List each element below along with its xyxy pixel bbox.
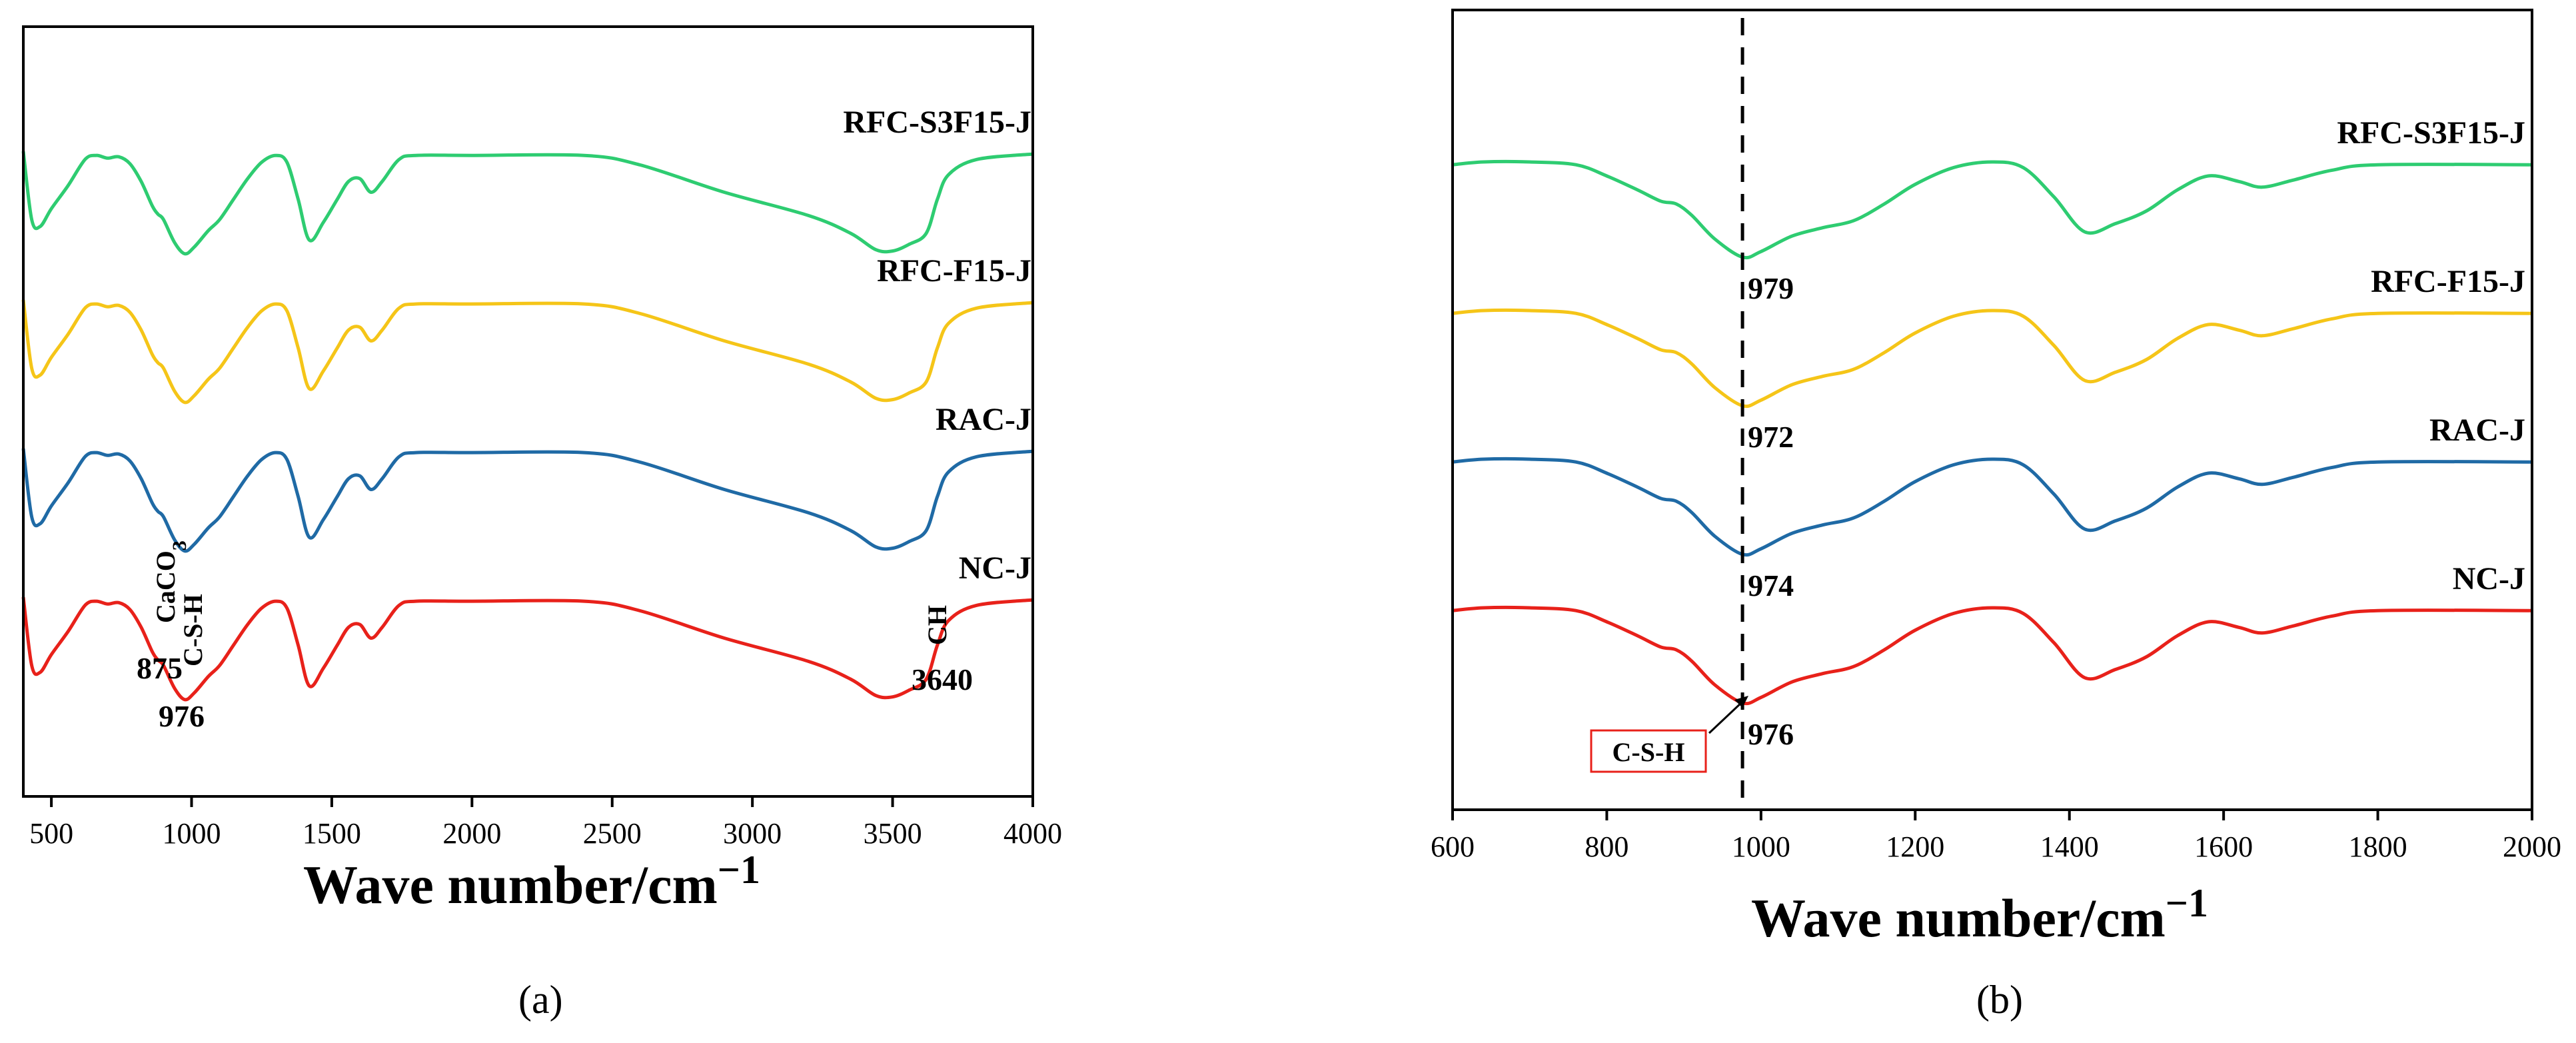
x-tick-label: 1000	[163, 817, 221, 850]
panel-a-series-group	[21, 151, 1033, 702]
x-tick-label: 2500	[583, 817, 642, 850]
x-tick-label: 3500	[864, 817, 922, 850]
panel-b-ticks: 600 800 1000 1200 1400 1600 1800 2000	[1431, 810, 2561, 863]
peak-label-rfc-f15-j: 972	[1748, 420, 1794, 454]
series-line-rfc-s3f15-j	[21, 151, 1033, 256]
series-line-nc-j	[21, 596, 1033, 702]
annotation-875: 875	[137, 651, 183, 685]
x-tick-label: 1800	[2349, 830, 2407, 863]
annotation-caco3-sub: 3	[169, 540, 191, 550]
panel-a: 500 1000 1500 2000 2500 3000 3500 4000 RFC-S3F1…	[21, 25, 1062, 1022]
panel-b-label: (b)	[1976, 978, 2023, 1022]
panel-a-x-axis-label: Wave number/cm−1	[303, 848, 760, 915]
series-label-rac-j: RAC-J	[2429, 413, 2525, 448]
panel-a-series-labels: RFC-S3F15-J RFC-F15-J RAC-J NC-J	[843, 105, 1031, 586]
annotation-caco3-main: CaCO	[151, 550, 181, 623]
series-label-rac-j: RAC-J	[936, 402, 1031, 437]
panel-b: 600 800 1000 1200 1400 1600 1800 2000 RFC-S3F15…	[1431, 9, 2561, 1022]
panel-b-x-axis-label: Wave number/cm−1	[1751, 881, 2208, 948]
series-line-rfc-f15-j	[21, 299, 1033, 405]
panel-b-peak-labels: 979 972 974 976	[1748, 271, 1794, 751]
x-tick-label: 600	[1431, 830, 1475, 863]
annotation-976-a: 976	[159, 699, 205, 733]
series-line-rfc-s3f15-j	[1452, 159, 2533, 260]
series-label-rfc-f15-j: RFC-F15-J	[877, 253, 1031, 289]
panel-b-plot-frame	[1451, 9, 2533, 811]
x-tick-label: 1500	[303, 817, 361, 850]
x-tick-label: 1000	[1732, 830, 1790, 863]
panel-b-x-axis-label-main: Wave number/cm	[1751, 888, 2166, 948]
series-label-nc-j: NC-J	[2453, 561, 2525, 596]
panel-a-label: (a)	[518, 978, 563, 1022]
series-label-rfc-f15-j: RFC-F15-J	[2371, 264, 2525, 299]
x-tick-label: 500	[29, 817, 73, 850]
csh-annotation-arrow	[1708, 700, 1744, 734]
series-line-nc-j	[1452, 605, 2533, 706]
peak-label-rac-j: 974	[1748, 568, 1794, 602]
x-tick-label: 2000	[442, 817, 501, 850]
panel-a-x-axis-label-sup: −1	[718, 848, 760, 892]
annotation-ch: CH	[922, 605, 952, 645]
series-line-rac-j	[21, 448, 1033, 553]
panel-b-series-group	[1452, 159, 2533, 706]
x-tick-label: 1600	[2194, 830, 2253, 863]
csh-annotation-arrowhead	[1734, 696, 1748, 708]
series-line-rac-j	[1452, 457, 2533, 557]
csh-annotation-box	[1590, 729, 1707, 773]
panel-b-series-labels: RFC-S3F15-J RFC-F15-J RAC-J NC-J	[2337, 115, 2525, 596]
panel-a-ticks: 500 1000 1500 2000 2500 3000 3500 4000	[29, 796, 1062, 850]
peak-label-rfc-s3f15-j: 979	[1748, 271, 1794, 305]
csh-annotation-text: C-S-H	[1612, 737, 1685, 767]
series-label-nc-j: NC-J	[959, 550, 1031, 586]
x-tick-label: 4000	[1003, 817, 1062, 850]
x-tick-label: 3000	[723, 817, 782, 850]
x-tick-label: 1200	[1886, 830, 1944, 863]
peak-label-nc-j: 976	[1748, 717, 1794, 751]
panel-a-plot-frame	[22, 25, 1034, 798]
annotation-3640: 3640	[912, 662, 973, 696]
x-tick-label: 800	[1585, 830, 1628, 863]
series-line-rfc-f15-j	[1452, 308, 2533, 409]
annotation-caco3: CaCO3	[151, 540, 191, 623]
x-tick-label: 2000	[2503, 830, 2561, 863]
series-label-rfc-s3f15-j: RFC-S3F15-J	[843, 105, 1031, 140]
panel-b-x-axis-label-sup: −1	[2166, 881, 2208, 925]
x-tick-label: 1400	[2040, 830, 2099, 863]
panel-a-x-axis-label-main: Wave number/cm	[303, 854, 718, 915]
series-label-rfc-s3f15-j: RFC-S3F15-J	[2337, 115, 2525, 151]
annotation-csh-a: C-S-H	[178, 594, 208, 666]
